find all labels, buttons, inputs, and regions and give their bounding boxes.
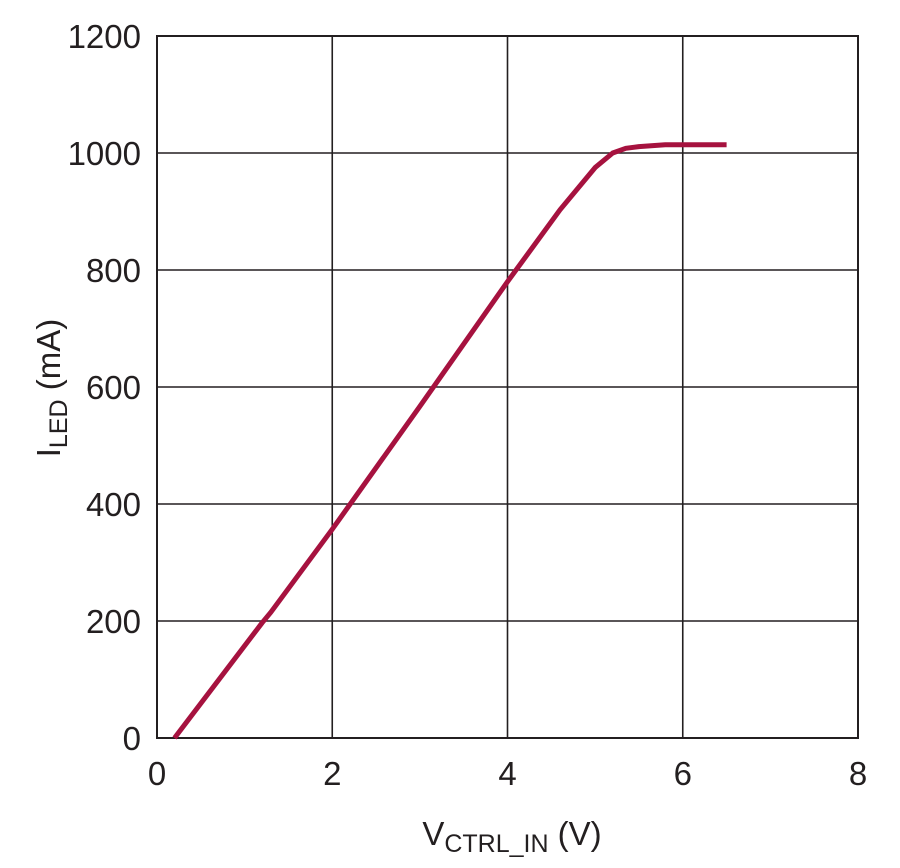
x-axis-label-unit: (V): [549, 815, 602, 852]
y-axis-label-main: I: [30, 448, 67, 457]
x-tick-labels: 0 2 4 6 8: [148, 755, 867, 792]
y-tick-label: 1200: [68, 18, 141, 55]
y-axis-label-unit: (mA): [30, 319, 67, 400]
y-tick-label: 1000: [68, 135, 141, 172]
x-axis-label: VCTRL_IN (V): [422, 815, 601, 858]
x-tick-label: 6: [674, 755, 692, 792]
x-axis-label-main: V: [422, 815, 444, 852]
y-axis-label: ILED (mA): [30, 319, 73, 457]
plot-frame: [156, 35, 859, 739]
y-tick-label: 800: [86, 252, 141, 289]
x-tick-label: 0: [148, 755, 166, 792]
x-tick-label: 2: [323, 755, 341, 792]
x-tick-label: 8: [849, 755, 867, 792]
y-tick-label: 400: [86, 486, 141, 523]
y-tick-label: 0: [123, 720, 141, 757]
series-layer: [172, 142, 727, 740]
y-tick-labels: 0 200 400 600 800 1000 1200: [68, 18, 141, 757]
y-tick-label: 600: [86, 369, 141, 406]
y-axis-label-subscript: LED: [45, 399, 73, 448]
x-tick-label: 4: [498, 755, 516, 792]
x-axis-label-subscript: CTRL_IN: [444, 830, 548, 858]
series-line: [172, 142, 727, 740]
y-tick-label: 200: [86, 603, 141, 640]
grid-lines: [156, 35, 859, 739]
